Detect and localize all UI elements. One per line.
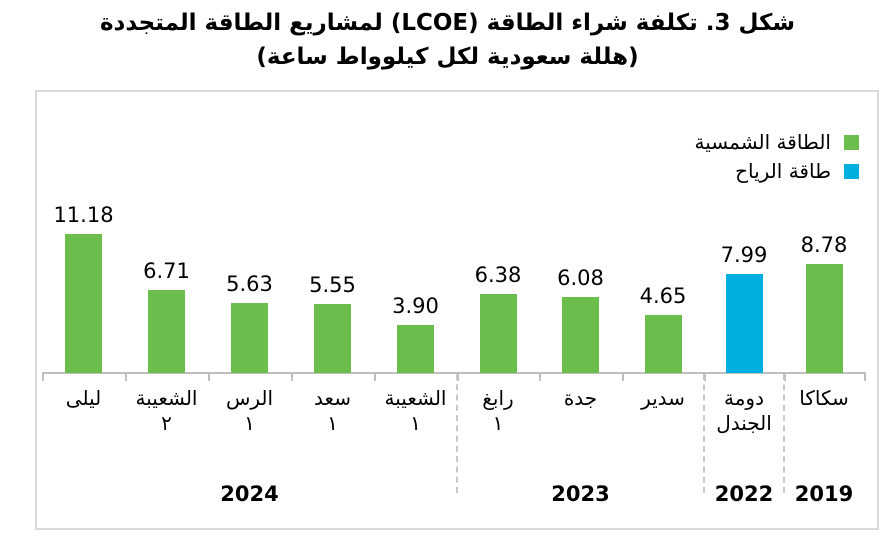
x-axis-tick-6 [539, 373, 541, 381]
bar-value-label: 6.08 [557, 266, 604, 290]
category-label-line: ٢ [161, 411, 172, 435]
x-axis-tick-9 [784, 373, 786, 381]
legend: الطاقة الشمسية طاقة الرياح [695, 128, 859, 186]
x-axis-line [42, 372, 866, 374]
category-label-line: ١ [244, 411, 255, 435]
bar-value-label: 11.18 [53, 203, 114, 227]
bar-solar-6 [562, 297, 599, 373]
category-label-line: الشعيبة [384, 386, 447, 410]
bar-value-label: 7.99 [720, 243, 768, 267]
category-label-line: سعد [314, 386, 351, 410]
bar-value-label: 3.90 [392, 294, 439, 318]
legend-swatch-solar-icon [844, 135, 859, 150]
year-label-2019: 2019 [794, 482, 854, 506]
category-label: سعد ١ [291, 386, 374, 436]
x-axis-tick-5 [457, 373, 459, 381]
category-label: الرس ١ [208, 386, 291, 436]
bar-value-label: 4.65 [639, 284, 687, 308]
chart-title-block: شكل 3. تكلفة شراء الطاقة (LCOE) لمشاريع … [0, 6, 895, 74]
bar-solar-4 [397, 325, 434, 373]
year-group-separator [703, 374, 705, 493]
category-label-line: ليلى [65, 386, 102, 410]
category-label-line: دومة [724, 386, 764, 410]
year-group-separator [456, 374, 458, 493]
category-label: دومة الجندل [704, 386, 784, 436]
bar-solar-1 [148, 290, 185, 373]
bar-solar-9 [805, 264, 843, 373]
bar-value-label: 6.71 [143, 259, 190, 283]
x-axis-tick-2 [208, 373, 210, 381]
category-label-line: الشعيبة [135, 386, 198, 410]
year-label-2023: 2023 [551, 482, 610, 506]
chart-title: شكل 3. تكلفة شراء الطاقة (LCOE) لمشاريع … [99, 10, 796, 36]
bar-value-label: 6.38 [474, 263, 522, 287]
x-axis-tick-8 [704, 373, 706, 381]
x-axis-tick-0 [42, 373, 44, 381]
category-label: رابغ ١ [457, 386, 539, 436]
category-label-line: ١ [492, 411, 504, 435]
category-label: جدة [539, 386, 622, 411]
bar-solar-5 [479, 294, 517, 373]
category-label: الشعيبة ٢ [125, 386, 208, 436]
bar-solar-7 [644, 315, 682, 373]
category-label-line: جدة [563, 386, 598, 410]
x-axis-tick-4 [374, 373, 376, 381]
x-axis-tick-3 [291, 373, 293, 381]
legend-item-solar: الطاقة الشمسية [695, 128, 859, 157]
category-label-line: الجندل [716, 411, 772, 435]
bar-value-label: 5.55 [309, 273, 356, 297]
category-label-line: ١ [410, 411, 421, 435]
category-label-line: رابغ [482, 386, 514, 410]
category-label: الشعيبة ١ [374, 386, 457, 436]
category-label-line: الرس [225, 386, 274, 410]
bar-solar-3 [314, 304, 351, 373]
category-label-line: سدير [641, 386, 685, 410]
bar-value-label: 8.78 [800, 233, 848, 257]
x-axis-tick-1 [125, 373, 127, 381]
category-label-line: سكاكا [799, 386, 849, 410]
category-label: سدير [622, 386, 704, 411]
legend-label-wind: طاقة الرياح [735, 159, 831, 183]
category-label: سكاكا [784, 386, 864, 411]
year-label-2024: 2024 [220, 482, 279, 506]
legend-item-wind: طاقة الرياح [695, 157, 859, 186]
chart-frame: الطاقة الشمسية طاقة الرياح 11.18 ليلى 6.71 ا… [35, 90, 879, 530]
x-axis-tick-10 [864, 373, 866, 381]
bar-value-label: 5.63 [226, 272, 273, 296]
bar-solar-2 [231, 303, 268, 373]
bar-solar-0 [65, 234, 102, 373]
chart-subtitle: (هللة سعودية لكل كيلوواط ساعة) [256, 44, 639, 70]
legend-label-solar: الطاقة الشمسية [694, 130, 831, 154]
category-label: ليلى [42, 386, 125, 411]
x-axis-tick-7 [622, 373, 624, 381]
legend-swatch-wind-icon [844, 164, 859, 179]
year-group-separator [783, 374, 785, 493]
bar-wind-8 [725, 274, 763, 373]
category-label-line: ١ [327, 411, 338, 435]
year-label-2022: 2022 [714, 482, 774, 506]
